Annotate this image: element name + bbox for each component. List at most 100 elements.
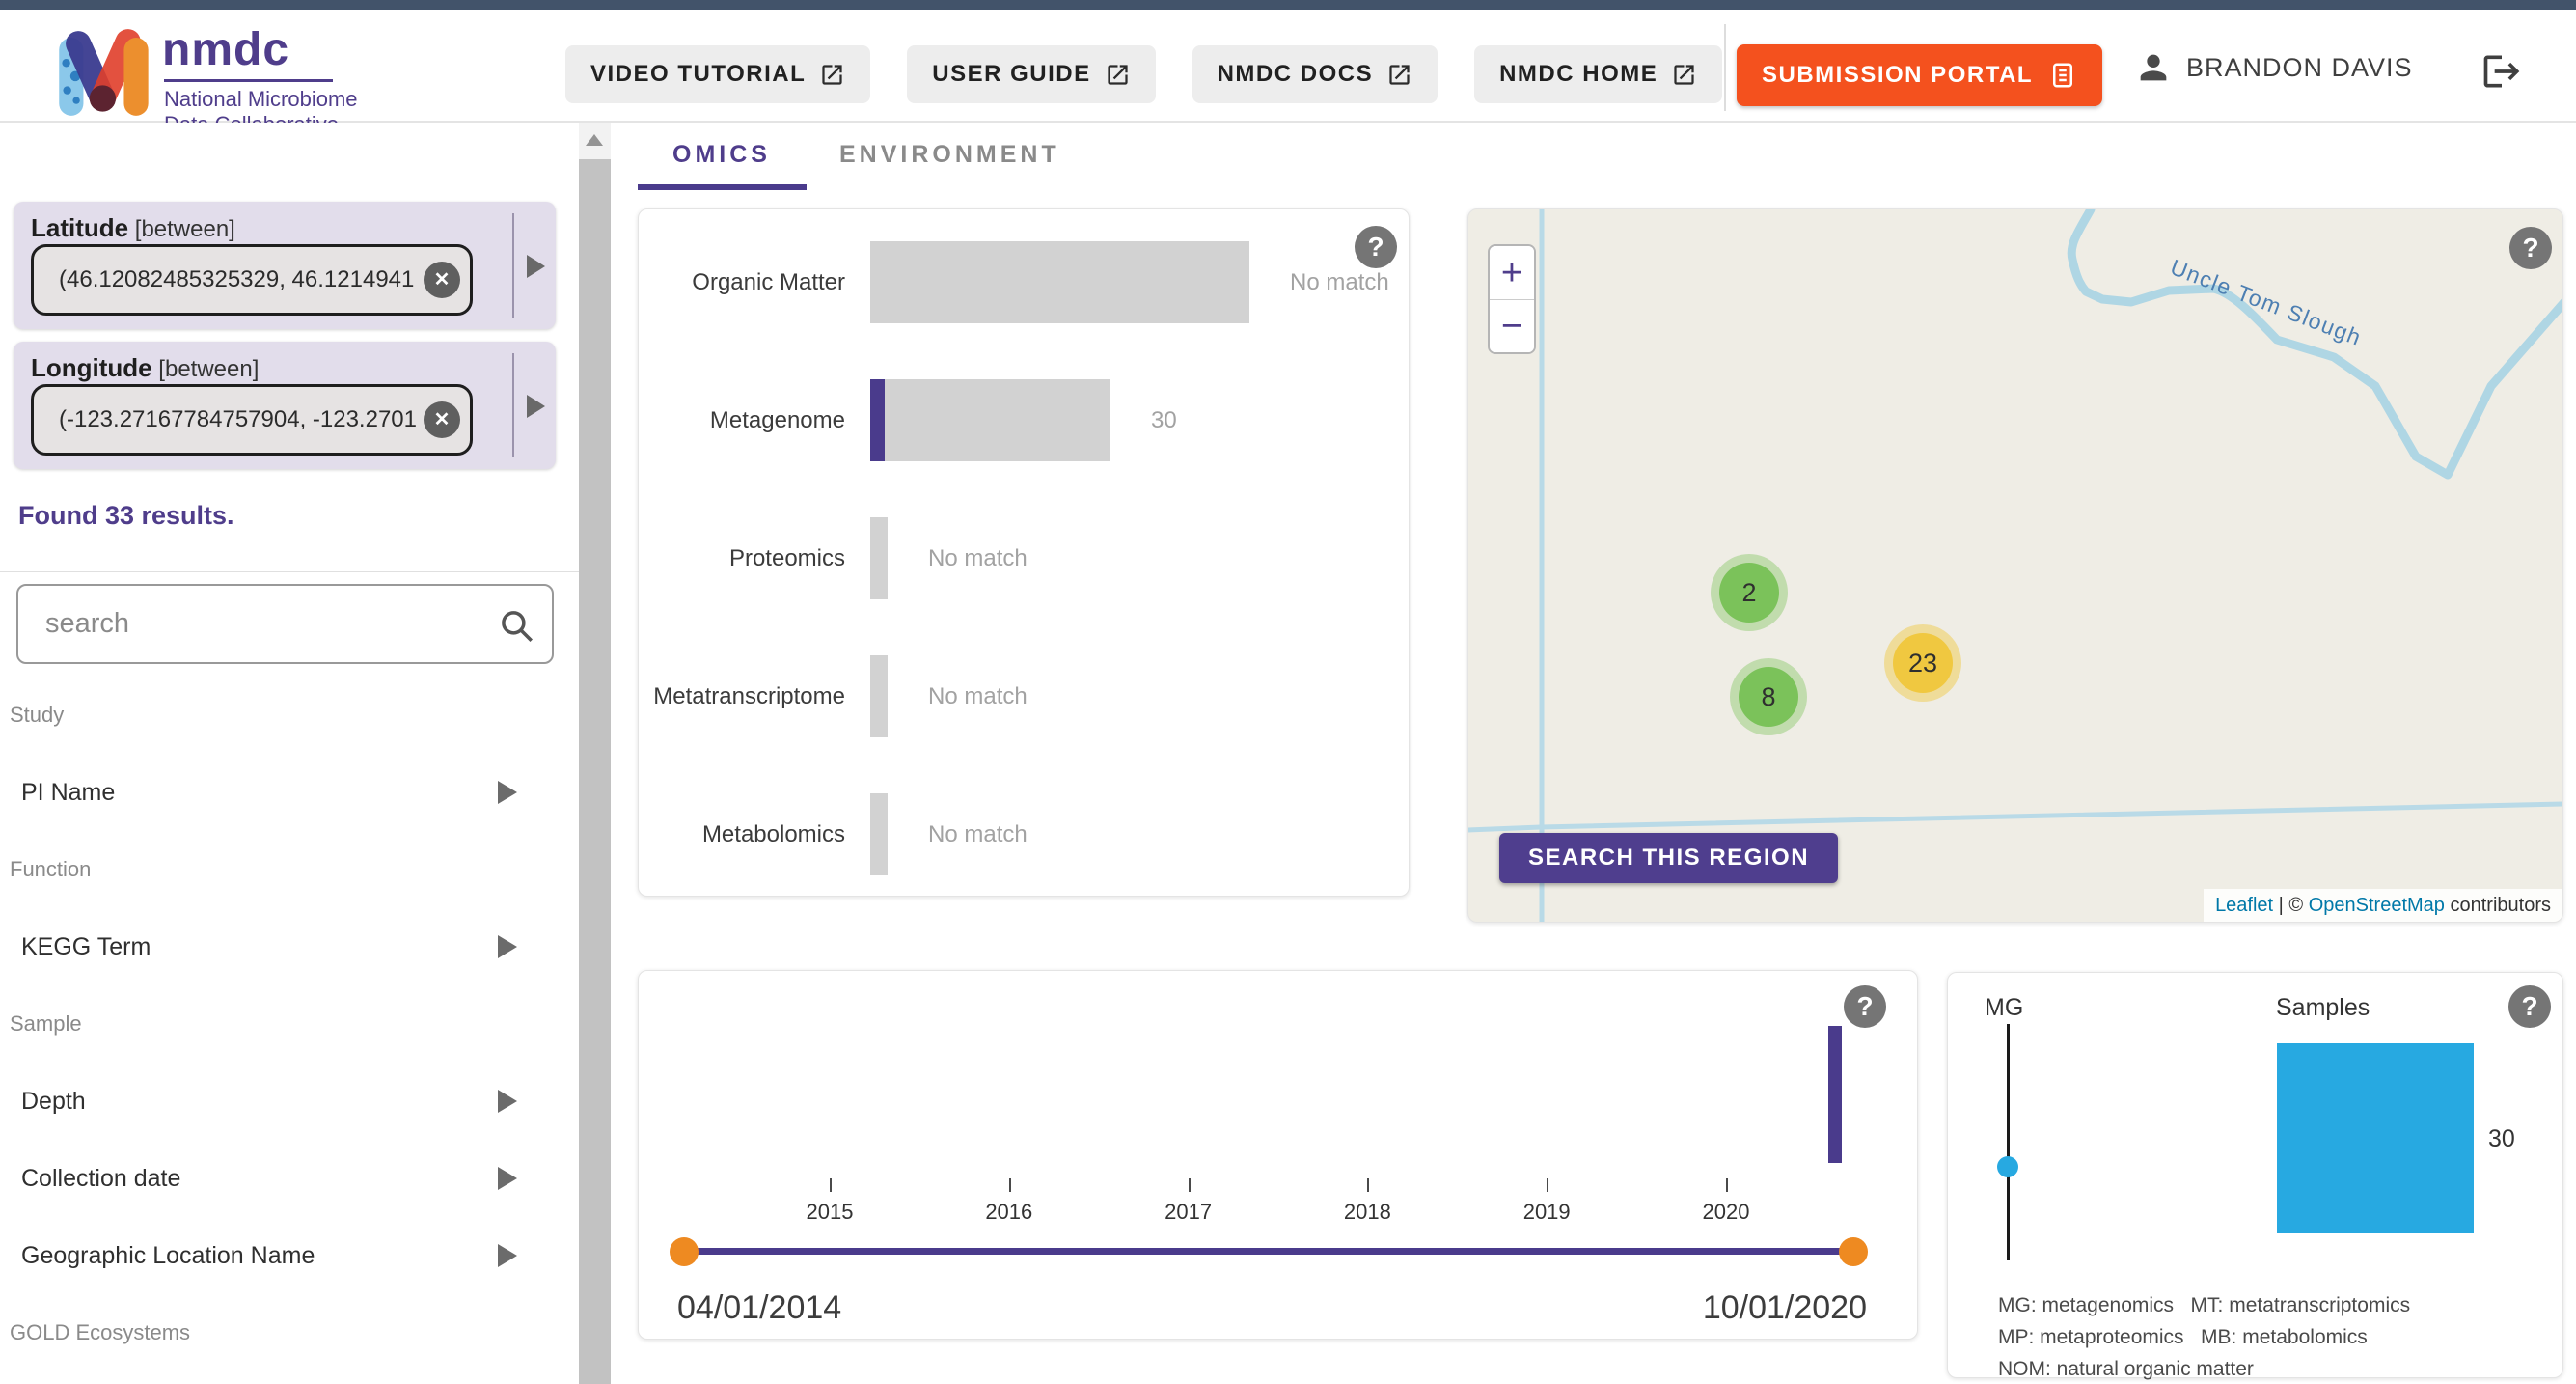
timeline-axis-tick (1008, 1178, 1011, 1192)
map-card: Uncle Tom Slough + − 2 8 23 SEARCH THIS RE… (1467, 208, 2563, 923)
timeline-histogram-bar[interactable] (1828, 1026, 1842, 1163)
submission-portal-button[interactable]: SUBMISSION PORTAL (1737, 44, 2103, 106)
search-input[interactable] (45, 586, 489, 662)
scrollbar-up-arrow[interactable] (579, 123, 611, 157)
upset-set-header: MG (1985, 994, 2024, 1021)
omics-bar-total-segment (870, 241, 1249, 323)
nav-user-guide-button[interactable]: USER GUIDE (907, 45, 1156, 103)
facet-section-label: Study (10, 703, 65, 727)
sidebar-item-label: KEGG Term (21, 932, 151, 960)
omics-bar-value-label: No match (928, 544, 1028, 571)
remove-filter-button[interactable]: ✕ (424, 401, 460, 438)
omics-bar-total-segment (885, 379, 1110, 461)
timeline-axis-tick-label: 2015 (806, 1200, 854, 1224)
top-strip (0, 0, 2576, 10)
help-icon[interactable]: ? (2508, 985, 2551, 1028)
sidebar-item-collection-date[interactable]: Collection date (0, 1140, 546, 1217)
nav-nmdc-docs-button[interactable]: NMDC DOCS (1192, 45, 1439, 103)
upset-set-line (2007, 1024, 2010, 1260)
logout-button[interactable] (2480, 50, 2524, 95)
upset-legend: MG: metagenomics MT: metatranscriptomics… (1998, 1289, 2410, 1384)
tab-environment[interactable]: ENVIRONMENT (839, 141, 1060, 168)
remove-filter-button[interactable]: ✕ (424, 262, 460, 298)
facet-section-label: Function (10, 857, 92, 881)
brand-name: nmdc (162, 24, 290, 75)
openstreetmap-link[interactable]: OpenStreetMap (2308, 894, 2445, 916)
search-this-region-button[interactable]: SEARCH THIS REGION (1499, 833, 1839, 883)
brand-rule (164, 79, 333, 82)
omics-bar-row-organic-matter: Organic Matter No match (639, 241, 1411, 323)
filter-operator: [between] (151, 356, 260, 382)
omics-bar[interactable] (870, 655, 888, 737)
map-cluster-marker[interactable]: 8 (1730, 658, 1807, 735)
help-icon[interactable]: ? (1844, 985, 1886, 1028)
expand-filter-arrow-icon[interactable] (527, 255, 545, 278)
map-cluster-marker[interactable]: 23 (1884, 624, 1961, 702)
nav-video-tutorial-button[interactable]: VIDEO TUTORIAL (565, 45, 871, 103)
timeline-axis-tick-label: 2017 (1165, 1200, 1213, 1224)
omics-category-label: Organic Matter (692, 268, 845, 295)
sidebar-item-kegg-term[interactable]: KEGG Term (0, 908, 546, 985)
timeline-axis-tick (1367, 1178, 1370, 1192)
map-cluster-count: 2 (1719, 563, 1779, 623)
map-attribution: Leaflet | © OpenStreetMap contributors (2204, 889, 2562, 922)
zoom-out-button[interactable]: − (1490, 299, 1534, 352)
date-range-handle-end[interactable] (1839, 1237, 1868, 1266)
map-cluster-marker[interactable]: 2 (1711, 554, 1788, 631)
date-range-end-label: 10/01/2020 (1702, 1289, 1867, 1326)
zoom-in-button[interactable]: + (1490, 246, 1534, 299)
sidebar-divider (0, 571, 579, 572)
date-range-track[interactable] (684, 1248, 1853, 1255)
nav-nmdc-home-button[interactable]: NMDC HOME (1474, 45, 1723, 103)
logout-icon (2483, 55, 2520, 88)
filter-value-box: (-123.27167784757904, -123.2701 ✕ (31, 384, 473, 456)
date-range-handle-start[interactable] (670, 1237, 699, 1266)
header-divider (1724, 24, 1726, 111)
sidebar-item-depth[interactable]: Depth (0, 1063, 546, 1140)
upset-count-bar[interactable] (2277, 1043, 2474, 1233)
sidebar-scrollbar[interactable] (579, 123, 611, 1384)
filter-operator: [between] (128, 216, 235, 242)
omics-bar[interactable] (870, 241, 1249, 323)
omics-bar-row-metagenome: Metagenome 30 (639, 379, 1411, 461)
date-range-start-label: 04/01/2014 (677, 1289, 842, 1326)
timeline-axis-tick (1726, 1178, 1728, 1192)
leaflet-link[interactable]: Leaflet (2215, 894, 2274, 916)
external-link-icon (1674, 64, 1694, 85)
omics-bar[interactable] (870, 379, 1110, 461)
timeline-axis-tick-label: 2019 (1522, 1200, 1571, 1224)
upset-legend-line: NOM: natural organic matter (1998, 1358, 2254, 1380)
omics-samples-upset-card: MG Samples ? 30 MG: metagenomics MT: met… (1947, 972, 2563, 1380)
app-header: nmdc National Microbiome Data Collaborat… (0, 10, 2576, 136)
sidebar-item-pi-name[interactable]: PI Name (0, 754, 546, 831)
form-document-icon (2053, 63, 2073, 88)
upset-value-header: Samples (2276, 994, 2370, 1021)
upset-legend-line: MP: metaproteomics MB: metabolomics (1998, 1326, 2368, 1348)
facet-section-function: Function (0, 831, 546, 908)
help-icon[interactable]: ? (1355, 226, 1397, 268)
omics-bar-total-segment (870, 655, 888, 737)
tab-omics[interactable]: OMICS (672, 141, 771, 168)
timeline-axis-tick-label: 2016 (985, 1200, 1033, 1224)
chevron-right-icon (498, 1244, 517, 1267)
chevron-right-icon (498, 781, 517, 804)
nav-button-label: USER GUIDE (932, 61, 1091, 87)
nav-button-label: NMDC DOCS (1217, 61, 1374, 87)
upset-legend-line: MG: metagenomics MT: metatranscriptomics (1998, 1294, 2411, 1316)
filter-sidebar: Active query terms Latitude [between](46… (0, 123, 579, 1384)
sidebar-item-label: Depth (21, 1087, 86, 1115)
sidebar-item-geographic-location-name[interactable]: Geographic Location Name (0, 1217, 546, 1294)
header-nav: VIDEO TUTORIAL USER GUIDE NMDC DOCS NMDC HO… (565, 45, 1723, 103)
help-icon[interactable]: ? (2509, 227, 2552, 269)
omics-bar[interactable] (870, 793, 888, 875)
user-menu[interactable]: BRANDON DAVIS (2134, 48, 2413, 87)
omics-bar[interactable] (870, 517, 888, 599)
omics-bar-value-label: No match (928, 820, 1028, 847)
filter-value-box: (46.12082485325329, 46.1214941 ✕ (31, 244, 473, 316)
chip-divider (512, 353, 514, 457)
expand-filter-arrow-icon[interactable] (527, 395, 545, 418)
chip-divider (512, 213, 514, 318)
scrollbar-thumb[interactable] (579, 159, 611, 1384)
omics-bar-total-segment (870, 793, 888, 875)
filter-value: (46.12082485325329, 46.1214941 (59, 266, 415, 292)
